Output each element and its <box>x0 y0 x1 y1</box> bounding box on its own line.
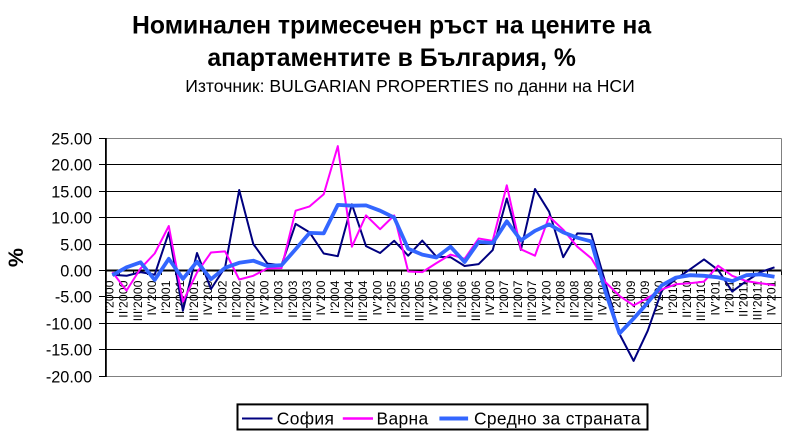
svg-text:Средно за страната: Средно за страната <box>474 408 641 428</box>
svg-text:III'2005: III'2005 <box>413 280 427 321</box>
svg-text:IV'200: IV'200 <box>145 280 159 315</box>
svg-text:III'2004: III'2004 <box>356 280 370 321</box>
svg-text:III'2008: III'2008 <box>582 280 596 321</box>
svg-text:IV'200: IV'200 <box>370 280 384 315</box>
svg-text:III'2010: III'2010 <box>694 280 708 321</box>
svg-text:Варна: Варна <box>377 408 429 428</box>
svg-text:IV'200: IV'200 <box>539 280 553 315</box>
svg-text:I'2011: I'2011 <box>722 280 736 313</box>
svg-text:-20.00: -20.00 <box>46 369 92 387</box>
svg-text:-15.00: -15.00 <box>46 342 92 360</box>
svg-text:I'2007: I'2007 <box>497 280 511 314</box>
svg-text:-5.00: -5.00 <box>55 289 92 307</box>
svg-text:III'2001: III'2001 <box>187 280 201 321</box>
svg-text:III'2011: III'2011 <box>751 280 765 320</box>
svg-text:IV'200: IV'200 <box>314 280 328 315</box>
svg-text:10.00: 10.00 <box>51 210 92 228</box>
svg-text:I'2002: I'2002 <box>215 280 229 314</box>
svg-text:I'2008: I'2008 <box>553 280 567 314</box>
svg-text:IV'200: IV'200 <box>427 280 441 315</box>
svg-text:III'2006: III'2006 <box>469 280 483 321</box>
svg-text:15.00: 15.00 <box>51 184 92 202</box>
svg-text:20.00: 20.00 <box>51 157 92 175</box>
svg-text:Източник: BULGARIAN PROPERTIES: Източник: BULGARIAN PROPERTIES по данни … <box>185 76 635 96</box>
svg-text:IV'200: IV'200 <box>258 280 272 315</box>
svg-text:II'2002: II'2002 <box>229 280 243 317</box>
svg-text:апартаментите в България, %: апартаментите в България, % <box>207 45 576 72</box>
svg-text:IV'201: IV'201 <box>708 280 722 315</box>
svg-text:II'2006: II'2006 <box>455 280 469 317</box>
svg-text:I'2010: I'2010 <box>666 280 680 314</box>
svg-text:I'2001: I'2001 <box>159 280 173 314</box>
svg-text:I'2000: I'2000 <box>103 280 117 314</box>
svg-text:II'2009: II'2009 <box>624 280 638 317</box>
svg-text:III'2000: III'2000 <box>131 280 145 321</box>
svg-text:I'2004: I'2004 <box>328 280 342 314</box>
svg-text:II'2008: II'2008 <box>568 280 582 317</box>
svg-text:II'2003: II'2003 <box>286 280 300 317</box>
svg-text:%: % <box>4 248 28 267</box>
svg-text:Номинален тримесечен ръст на ц: Номинален тримесечен ръст на цените на <box>132 13 651 40</box>
svg-text:III'2007: III'2007 <box>525 280 539 321</box>
svg-text:II'2011: II'2011 <box>737 280 751 317</box>
svg-text:-10.00: -10.00 <box>46 316 92 334</box>
svg-text:II'2004: II'2004 <box>342 280 356 317</box>
svg-text:II'2007: II'2007 <box>511 280 525 317</box>
svg-text:5.00: 5.00 <box>60 237 92 255</box>
svg-text:IV'201: IV'201 <box>765 280 779 315</box>
svg-text:25.00: 25.00 <box>51 131 92 149</box>
svg-text:II'2005: II'2005 <box>398 280 412 317</box>
svg-text:II'2010: II'2010 <box>680 280 694 317</box>
svg-text:III'2003: III'2003 <box>300 280 314 321</box>
svg-text:София: София <box>277 408 334 428</box>
svg-text:I'2006: I'2006 <box>441 280 455 314</box>
svg-text:I'2005: I'2005 <box>384 280 398 314</box>
svg-text:IV'200: IV'200 <box>483 280 497 315</box>
svg-text:I'2003: I'2003 <box>272 280 286 314</box>
svg-text:III'2002: III'2002 <box>244 280 258 321</box>
svg-text:0.00: 0.00 <box>60 263 92 281</box>
